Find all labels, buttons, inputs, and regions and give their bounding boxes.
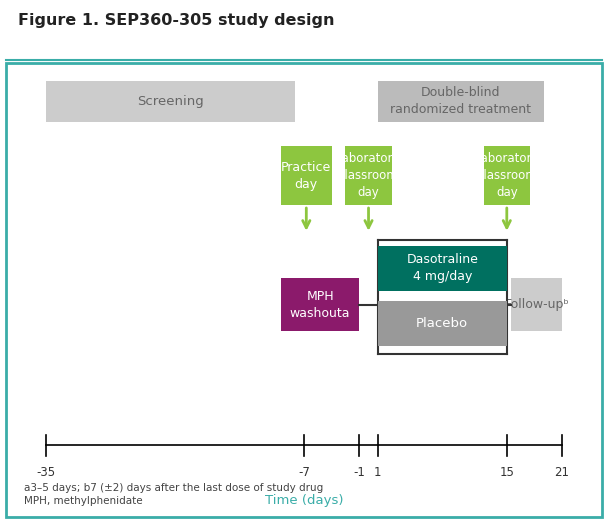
Text: MPH, methylphenidate: MPH, methylphenidate [24, 496, 143, 506]
Text: -35: -35 [36, 466, 55, 479]
Text: Practice
day: Practice day [281, 161, 331, 191]
Text: Screening: Screening [137, 95, 204, 108]
Text: Figure 1. SEP360-305 study design: Figure 1. SEP360-305 study design [18, 13, 335, 28]
Bar [345, 146, 392, 205]
Text: 21: 21 [554, 466, 570, 479]
Text: Laboratory
classroom
day: Laboratory classroom day [475, 152, 539, 199]
Text: a3–5 days; b7 (±2) days after the last dose of study drug: a3–5 days; b7 (±2) days after the last d… [24, 483, 323, 493]
Text: Double-blind
randomized treatment: Double-blind randomized treatment [390, 86, 531, 116]
Bar [46, 81, 295, 122]
Text: Laboratory
classroom
day: Laboratory classroom day [336, 152, 401, 199]
Text: Dasotraline
4 mg/day: Dasotraline 4 mg/day [406, 253, 478, 283]
Bar [484, 146, 530, 205]
Bar [378, 301, 507, 346]
Bar [511, 278, 562, 331]
Bar [6, 63, 602, 517]
Text: Follow-upᵇ: Follow-upᵇ [505, 299, 569, 312]
Bar [378, 81, 544, 122]
Bar [281, 278, 359, 331]
Text: Placebo: Placebo [416, 317, 468, 330]
Text: -7: -7 [298, 466, 310, 479]
Bar [281, 146, 331, 205]
Text: MPH
washouta: MPH washouta [290, 290, 350, 320]
Text: -1: -1 [353, 466, 365, 479]
Bar [378, 246, 507, 291]
Text: 15: 15 [499, 466, 514, 479]
Text: Time (days): Time (days) [264, 494, 344, 507]
Text: 1: 1 [374, 466, 381, 479]
